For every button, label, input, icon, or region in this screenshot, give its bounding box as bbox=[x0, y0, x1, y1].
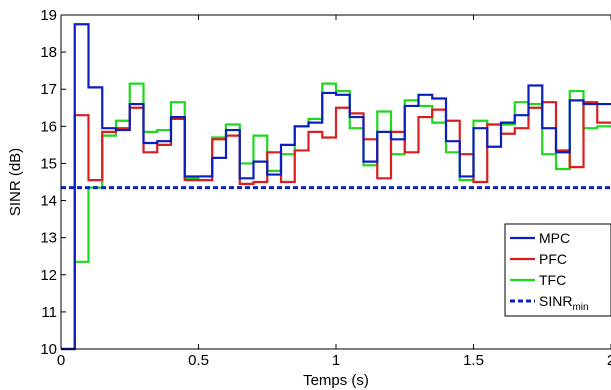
y-tick-label: 10 bbox=[40, 341, 57, 358]
x-tick-label: 1 bbox=[332, 352, 340, 369]
x-axis-label: Temps (s) bbox=[303, 372, 369, 389]
y-tick-label: 11 bbox=[41, 304, 57, 321]
y-tick-label: 17 bbox=[40, 81, 57, 98]
x-tick-label: 0 bbox=[57, 352, 65, 369]
legend-label: TFC bbox=[539, 272, 566, 288]
y-tick-label: 12 bbox=[40, 267, 57, 284]
axes-layer: 10 11 12 13 14 15 16 17 18 19 0 0.5 1 1.5 2 Temps (s) SI… bbox=[7, 7, 611, 389]
series-line-mpc bbox=[61, 23, 611, 351]
x-tick-label: 1.5 bbox=[463, 352, 484, 369]
series-line-pfc bbox=[61, 101, 611, 351]
y-tick-label: 16 bbox=[40, 118, 57, 135]
legend-label: MPC bbox=[539, 230, 570, 246]
y-tick-label: 19 bbox=[40, 7, 57, 24]
y-axis-label: SINR (dB) bbox=[7, 148, 24, 216]
series-layer bbox=[61, 23, 611, 351]
legend-label-subscript: min bbox=[572, 302, 588, 313]
y-tick-label: 15 bbox=[40, 155, 57, 172]
y-tick-label: 18 bbox=[40, 44, 57, 61]
x-tick-label: 0.5 bbox=[188, 352, 209, 369]
series-line-tfc bbox=[61, 82, 611, 351]
y-tick-label: 13 bbox=[40, 230, 57, 247]
legend-label: PFC bbox=[539, 251, 567, 267]
y-tick-label: 14 bbox=[40, 193, 57, 210]
x-tick-label: 2 bbox=[607, 352, 611, 369]
